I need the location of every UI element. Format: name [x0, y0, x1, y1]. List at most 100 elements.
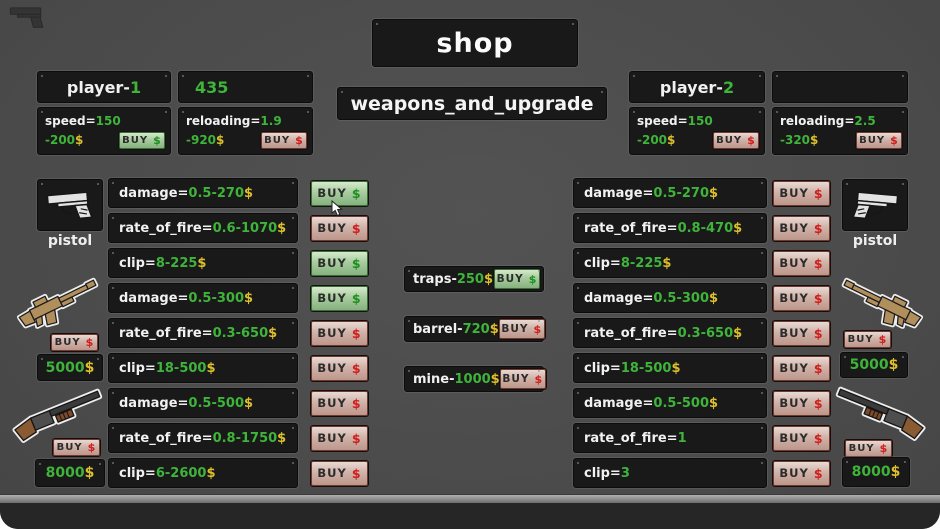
stat-value: 18-500 — [155, 360, 207, 376]
buy-button[interactable]: BUY $ — [311, 460, 368, 486]
upgrade-stat-panel: rate_of_fire= 0.8-470 $ — [573, 213, 767, 243]
dollar-icon: $ — [878, 333, 888, 346]
buy-button[interactable]: BUY $ — [773, 250, 830, 276]
stat-value: 0.5-270 — [188, 185, 244, 201]
buy-label: BUY — [317, 396, 347, 410]
buy-label: BUY — [848, 443, 875, 454]
player1-money-panel: 435 — [178, 71, 313, 103]
right-pistol-box — [842, 179, 908, 231]
stat-label: damage= — [584, 185, 654, 201]
buy-button[interactable]: BUY $ — [773, 215, 830, 241]
buy-shotgun-button[interactable]: BUY $ — [845, 440, 892, 457]
buy-shotgun-button[interactable]: BUY $ — [53, 439, 100, 456]
item-dollar: $ — [489, 321, 499, 337]
buy-button[interactable]: BUY $ — [773, 355, 830, 381]
stat-label: clip= — [584, 255, 621, 271]
upgrade-stat-panel: damage= 0.5-300 $ — [108, 283, 298, 313]
stat-value: 1 — [677, 430, 687, 446]
stat-value: 0.5-500 — [653, 395, 709, 411]
player2-name-panel: player- 2 — [629, 71, 765, 103]
upgrade-row: damage= 0.5-300 $ BUY $ — [573, 283, 830, 313]
buy-button[interactable]: BUY $ — [773, 460, 830, 486]
stat-label: clip= — [584, 360, 621, 376]
player2-number: 2 — [722, 77, 735, 97]
upgrade-row: damage= 0.5-500 $ BUY $ — [108, 388, 368, 418]
buy-button[interactable]: BUY $ — [311, 180, 368, 206]
stat-dollar: $ — [733, 325, 743, 341]
player2-money-panel — [772, 71, 908, 103]
upgrade-stat-panel: clip= 3 — [573, 458, 767, 488]
left-upgrade-rows: damage= 0.5-270 $ BUY $ rate_of_fire= 0.6-10… — [108, 178, 368, 493]
item-label: mine- — [413, 371, 455, 387]
player2-reloading-box: reloading=2.5 -320$ BUY $ — [772, 107, 908, 155]
buy-button[interactable]: BUY $ — [856, 132, 902, 149]
buy-rifle-button[interactable]: BUY $ — [844, 331, 891, 348]
upgrade-row: damage= 0.5-270 $ BUY $ — [573, 178, 830, 208]
buy-label: BUY — [317, 431, 347, 445]
player2-speed-box: speed=150 -200$ BUY $ — [629, 107, 765, 155]
center-item: mine-1000$ BUY $ — [404, 366, 546, 392]
item-value: 720 — [462, 321, 490, 337]
stat-value: 0.6-1070 — [212, 220, 278, 236]
rifle-icon — [11, 266, 112, 344]
stat-value: 0.3-650 — [212, 325, 269, 341]
buy-button[interactable]: BUY $ — [311, 425, 368, 451]
upgrade-row: damage= 0.5-500 $ BUY $ — [573, 388, 830, 418]
buy-button[interactable]: BUY $ — [311, 250, 368, 276]
player1-speed-box: speed=150 -200$ BUY $ — [37, 107, 171, 155]
buy-label: BUY — [779, 396, 809, 410]
stat-dollar: $ — [197, 255, 207, 271]
buy-button[interactable]: BUY $ — [311, 390, 368, 416]
buy-button[interactable]: BUY $ — [261, 132, 307, 149]
player2-name: player- — [659, 77, 723, 97]
item-dollar: $ — [483, 271, 494, 287]
buy-label: BUY — [317, 326, 347, 340]
buy-button[interactable]: BUY $ — [311, 215, 368, 241]
upgrade-stat-panel: clip= 8-225 $ — [573, 248, 767, 278]
buy-button[interactable]: BUY $ — [773, 390, 830, 416]
buy-label: BUY — [779, 291, 809, 305]
pistol-icon — [46, 191, 93, 220]
buy-button[interactable]: BUY $ — [311, 320, 368, 346]
upgrade-row: damage= 0.5-270 $ BUY $ — [108, 178, 368, 208]
dollar-icon: $ — [351, 430, 362, 446]
buy-button[interactable]: BUY $ — [311, 285, 368, 311]
speed-stat: speed=150 — [637, 114, 713, 128]
left-shotgun-price: 8000 $ — [35, 459, 105, 487]
buy-button[interactable]: BUY $ — [773, 425, 830, 451]
dollar-icon: $ — [351, 220, 362, 236]
buy-button[interactable]: BUY $ — [499, 369, 546, 389]
item-stat: mine-1000$ — [413, 372, 500, 387]
buy-label: BUY — [317, 186, 347, 200]
buy-button[interactable]: BUY $ — [119, 132, 165, 149]
buy-button[interactable]: BUY $ — [494, 269, 540, 289]
upgrade-stat-panel: damage= 0.5-270 $ — [573, 178, 767, 208]
buy-button[interactable]: BUY $ — [713, 132, 759, 149]
buy-button[interactable]: BUY $ — [773, 180, 830, 206]
upgrade-row: clip= 18-500 $ BUY $ — [108, 353, 368, 383]
stat-label: clip= — [119, 255, 156, 271]
buy-button[interactable]: BUY $ — [773, 320, 830, 346]
dollar-icon: $ — [813, 220, 824, 236]
buy-label: BUY — [716, 134, 743, 146]
stat-dollar: $ — [243, 290, 254, 306]
buy-button[interactable]: BUY $ — [311, 355, 368, 381]
buy-button[interactable]: BUY $ — [773, 285, 830, 311]
stat-label: clip= — [584, 465, 621, 481]
upgrade-stat-panel: rate_of_fire= 0.3-650 $ — [573, 318, 767, 348]
stat-value: 18-500 — [620, 360, 672, 376]
stat-label: damage= — [119, 395, 189, 411]
page-title: shop — [436, 27, 514, 59]
buy-label: BUY — [317, 221, 347, 235]
reloading-stat: reloading=2.5 — [780, 114, 876, 128]
upgrade-stat-panel: rate_of_fire= 1 — [573, 423, 767, 453]
speed-price: -200$ — [45, 133, 84, 148]
player1-money: 435 — [195, 77, 229, 97]
buy-button[interactable]: BUY $ — [498, 319, 545, 339]
buy-rifle-button[interactable]: BUY $ — [51, 334, 98, 351]
dollar-icon: $ — [351, 465, 362, 481]
upgrade-row: rate_of_fire= 0.6-1070 $ BUY $ — [108, 213, 368, 243]
upgrade-stat-panel: damage= 0.5-500 $ — [573, 388, 767, 418]
reloading-price: -320$ — [780, 133, 819, 148]
stat-dollar: $ — [708, 185, 719, 201]
